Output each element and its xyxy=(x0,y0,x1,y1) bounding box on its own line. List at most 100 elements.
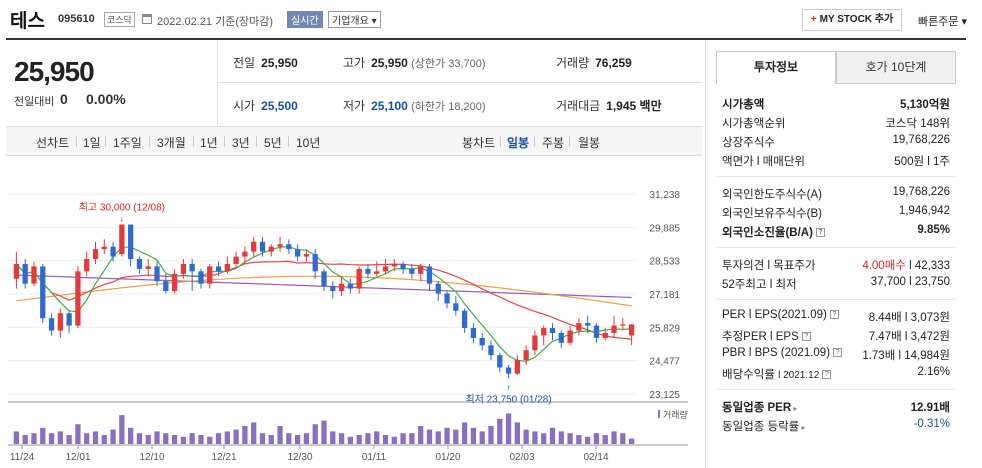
volume-bar xyxy=(567,433,573,444)
row-key-text: 동일업종 PER xyxy=(722,402,792,414)
my-stock-add-button[interactable]: + MY STOCK 추가 xyxy=(802,9,902,31)
foreign-holding-row: 외국인보유주식수(B) 1,946,942 xyxy=(722,205,950,223)
volume-bar xyxy=(154,431,160,444)
y-tick-label: 25,829 xyxy=(649,323,680,334)
volume-bar xyxy=(374,431,380,444)
help-icon[interactable]: ? xyxy=(833,348,843,358)
volume-bar xyxy=(171,435,178,444)
info-tabs: 투자정보 호가 10단계 xyxy=(716,51,956,84)
help-icon[interactable]: ? xyxy=(815,228,825,238)
realtime-button[interactable]: 실시간 xyxy=(287,11,323,28)
row-value: 코스닥 148위 xyxy=(885,118,950,130)
market-badge: 코스닥 xyxy=(104,12,135,27)
candle-body xyxy=(189,263,195,272)
x-tick-label: 12/01 xyxy=(65,452,90,463)
row-key: PER l EPS(2021.09)? xyxy=(722,309,839,321)
candle-body xyxy=(22,263,28,284)
divider xyxy=(105,136,106,147)
candle-body xyxy=(251,241,257,252)
candle-weekly[interactable]: 주봉 xyxy=(542,136,565,150)
est-eps-value: l 3,472원 xyxy=(904,331,950,343)
company-overview-button[interactable]: 기업개요 ▾ xyxy=(328,11,381,28)
candle-body xyxy=(488,345,494,356)
y-tick-label: 23,125 xyxy=(649,390,680,401)
candle-body xyxy=(303,254,310,257)
price-summary: 25,950 전일대비 0 0.00% xyxy=(6,40,218,125)
candle-body xyxy=(409,268,415,274)
candle-body xyxy=(418,266,424,274)
candle-body xyxy=(523,350,529,361)
volume-bar xyxy=(286,433,292,444)
divider xyxy=(224,136,225,147)
divider xyxy=(288,136,289,147)
period-3m[interactable]: 3개월 xyxy=(157,136,186,150)
x-tick-label: 01/11 xyxy=(362,452,387,463)
candle-body xyxy=(215,266,222,272)
candle-body xyxy=(505,367,512,374)
panel-divider xyxy=(705,40,706,468)
volume-bar xyxy=(75,424,81,444)
divider xyxy=(500,136,501,147)
quote-divider xyxy=(218,82,702,83)
current-price: 25,950 xyxy=(14,56,95,87)
period-3y[interactable]: 3년 xyxy=(232,136,250,150)
est-per-value: 7.47배 xyxy=(868,331,902,343)
volume-bar xyxy=(13,431,20,444)
volume-bar xyxy=(400,433,406,444)
candle-body xyxy=(207,266,213,284)
period-5y[interactable]: 5년 xyxy=(264,136,282,150)
help-icon[interactable]: ? xyxy=(829,310,839,320)
row-key-text: 추정PER l EPS xyxy=(722,331,799,343)
quick-order-button[interactable]: 빠른주문 ▾ xyxy=(918,16,968,28)
change-percent: 0.00% xyxy=(86,91,126,107)
volume-bar xyxy=(180,436,187,444)
tab-orderbook[interactable]: 호가 10단계 xyxy=(836,51,956,84)
price-chart[interactable]: 31,238 29,885 28,533 27,181 25,829 24,477 23,1… xyxy=(6,170,702,465)
x-tick-label: 02/14 xyxy=(583,452,608,463)
line-chart-label[interactable]: 선차트 xyxy=(36,136,70,150)
row-key-text: 동일업종 등락률 xyxy=(722,421,800,433)
open-label: 시가 xyxy=(233,99,256,113)
candle-body xyxy=(461,310,468,329)
candle-body xyxy=(180,263,187,274)
candle-daily[interactable]: 일봉 xyxy=(507,136,530,150)
row-value: 19,768,226 xyxy=(892,186,950,198)
period-1d[interactable]: 1일 xyxy=(83,136,101,150)
candle-body xyxy=(154,266,160,282)
row-value: 1.73배 l 14,984원 xyxy=(862,347,950,363)
low-value: 25,100 xyxy=(371,99,408,113)
candle-chart-label[interactable]: 봉차트 xyxy=(462,136,496,150)
help-icon[interactable]: ? xyxy=(822,370,832,380)
volume-bar xyxy=(119,415,125,444)
candle-body xyxy=(347,283,354,289)
candle-body xyxy=(57,313,63,331)
volume-bar xyxy=(207,436,213,444)
candle-monthly[interactable]: 월봉 xyxy=(578,136,601,150)
period-1w[interactable]: 1주일 xyxy=(113,136,142,150)
quote-low: 저가 25,100 (하한가 18,200) xyxy=(343,97,486,114)
period-1y[interactable]: 1년 xyxy=(200,136,218,150)
candle-body xyxy=(514,360,520,374)
high-annotation: 최고 30,000 (12/08) xyxy=(79,202,165,214)
eps-value: l 3,073원 xyxy=(904,312,950,324)
volume-bar xyxy=(497,418,503,444)
pbr-value: 1.73배 xyxy=(862,350,896,362)
volume-bar xyxy=(215,433,222,444)
candle-body xyxy=(567,330,573,343)
divider xyxy=(149,136,150,147)
tab-investment-info[interactable]: 투자정보 xyxy=(716,51,836,84)
volume-bar xyxy=(330,431,336,444)
x-tick-label: 11/24 xyxy=(10,452,35,463)
candle-body xyxy=(391,263,397,267)
candle-body xyxy=(426,266,433,284)
y-tick-label: 31,238 xyxy=(649,190,680,201)
row-value: 5,130억원 xyxy=(900,99,950,111)
arrow-icon: ▸ xyxy=(791,404,798,413)
volume-label: 거래량 xyxy=(556,56,590,70)
period-10y[interactable]: 10년 xyxy=(296,136,321,150)
candle-body xyxy=(479,337,485,346)
candle-body xyxy=(470,328,477,338)
help-icon[interactable]: ? xyxy=(801,332,811,342)
candle-body xyxy=(171,273,178,292)
section-divider xyxy=(716,389,956,390)
